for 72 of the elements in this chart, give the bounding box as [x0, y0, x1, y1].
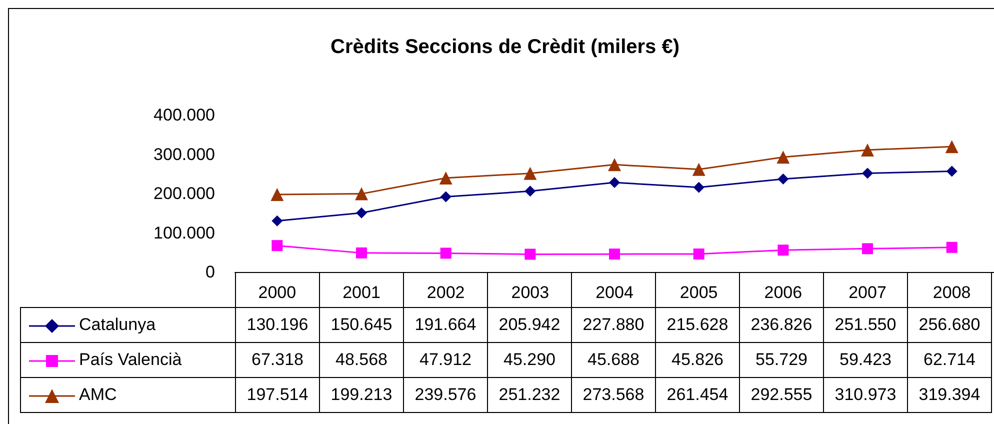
- data-label: 45.688: [572, 342, 656, 378]
- x-tick-label: 2003: [511, 283, 550, 302]
- x-tick-label: 2006: [764, 283, 802, 302]
- point: [356, 207, 367, 218]
- point: [524, 248, 536, 260]
- point: [608, 158, 621, 172]
- data-label: 62.714: [908, 342, 992, 378]
- point: [439, 171, 452, 184]
- y-tick-label: 200.000: [154, 184, 215, 203]
- point: [272, 240, 283, 252]
- legend-label: Catalunya: [20, 308, 236, 342]
- data-label: 45.290: [488, 342, 572, 378]
- point: [524, 166, 537, 180]
- point: [692, 162, 706, 176]
- point: [945, 140, 958, 154]
- data-label: 251.232: [488, 378, 572, 412]
- data-label: 310.973: [824, 378, 908, 412]
- point: [270, 188, 284, 201]
- data-label: 45.826: [656, 342, 740, 378]
- point: [862, 243, 873, 254]
- data-label: 199.213: [320, 378, 404, 412]
- point: [778, 174, 789, 185]
- x-tick-label: 2005: [680, 283, 718, 302]
- y-tick-label: 100.000: [154, 223, 215, 242]
- data-label: 256.680: [908, 308, 992, 342]
- chart-title: Crèdits Seccions de Crèdit (milers €): [330, 36, 680, 58]
- data-label: 292.555: [740, 378, 824, 412]
- data-label: 130.196: [236, 308, 320, 342]
- data-label: 319.394: [908, 378, 992, 412]
- data-label: 236.826: [740, 308, 824, 342]
- data-label: 67.318: [236, 342, 320, 378]
- point: [693, 248, 704, 260]
- data-label: 251.550: [824, 308, 908, 342]
- data-label: 205.942: [488, 308, 572, 342]
- x-tick-label: 2001: [342, 283, 380, 302]
- point: [861, 143, 874, 156]
- point: [440, 248, 452, 259]
- data-label: 261.454: [656, 378, 740, 412]
- data-label: 215.628: [656, 308, 740, 342]
- point: [356, 247, 367, 258]
- point: [778, 244, 789, 256]
- legend-label: AMC: [20, 378, 236, 412]
- point: [862, 168, 873, 179]
- data-label: 273.568: [572, 378, 656, 412]
- data-label: 59.423: [824, 342, 908, 378]
- data-label: 227.880: [572, 308, 656, 342]
- data-label: 55.729: [740, 342, 824, 378]
- point: [272, 215, 283, 226]
- x-tick-label: 2002: [426, 283, 465, 302]
- data-label: 191.664: [404, 308, 488, 342]
- x-tick-label: 2007: [848, 283, 886, 302]
- y-tick-label: 300.000: [154, 144, 215, 164]
- y-tick-label: 0: [206, 262, 215, 282]
- point: [440, 191, 452, 202]
- data-label: 47.912: [404, 342, 488, 378]
- data-label: 197.514: [236, 378, 320, 412]
- point: [946, 166, 958, 177]
- data-label: 239.576: [404, 378, 488, 412]
- point: [524, 186, 536, 197]
- point: [946, 242, 958, 253]
- y-tick-label: 400.000: [154, 106, 215, 124]
- point: [609, 177, 620, 188]
- x-tick-label: 2008: [932, 283, 971, 302]
- point: [776, 150, 790, 164]
- point: [693, 182, 704, 193]
- x-tick-label: 2004: [596, 283, 634, 302]
- x-tick-label: 2000: [258, 283, 296, 302]
- point: [355, 187, 368, 200]
- data-label: 150.645: [320, 308, 404, 342]
- point: [609, 248, 620, 260]
- data-label: 48.568: [320, 342, 404, 378]
- legend-label: País Valencià: [20, 342, 236, 378]
